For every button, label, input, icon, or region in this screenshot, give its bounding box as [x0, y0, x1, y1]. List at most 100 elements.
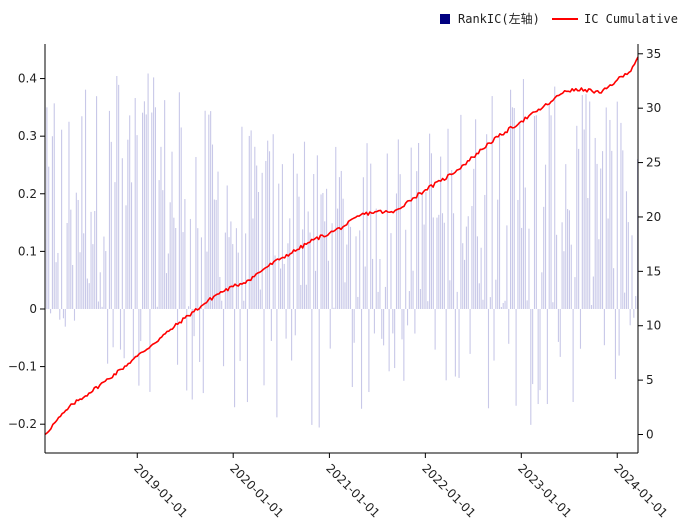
rankic-bar — [421, 192, 423, 309]
rankic-bar — [386, 153, 388, 309]
rankic-bar — [272, 134, 274, 309]
rankic-bar — [508, 308, 510, 344]
rankic-bar — [84, 89, 87, 309]
rankic-bar — [379, 259, 381, 309]
rankic-bar — [377, 291, 379, 309]
rankic-bar — [70, 209, 72, 309]
rankic-bar — [167, 253, 169, 309]
rankic-bar — [589, 101, 591, 309]
rankic-bar — [498, 133, 501, 309]
x-tick-label: 2021-01-01 — [323, 461, 382, 520]
rankic-bar — [445, 308, 447, 381]
legend-swatch-rankic — [440, 14, 450, 24]
rankic-bar — [280, 268, 282, 309]
rankic-bar — [118, 84, 120, 309]
rankic-bar — [510, 89, 512, 309]
rankic-bar — [252, 218, 254, 309]
rankic-bar — [388, 308, 390, 372]
rankic-bar — [598, 239, 600, 309]
rankic-bar — [438, 214, 440, 309]
rankic-bar — [353, 308, 355, 343]
rankic-bar — [360, 308, 363, 409]
rankic-bar — [504, 300, 506, 309]
rankic-bar — [513, 108, 515, 309]
rankic-bar — [215, 199, 217, 309]
rankic-bar — [116, 76, 118, 309]
rankic-bar — [491, 96, 493, 309]
rankic-bar — [281, 164, 283, 309]
rankic-bar — [230, 221, 232, 309]
rankic-bar — [46, 107, 48, 309]
rankic-bar — [348, 221, 350, 309]
rankic-bar — [165, 273, 168, 309]
rankic-bar — [436, 217, 438, 309]
rankic-bar — [322, 192, 324, 309]
rankic-bar — [544, 164, 547, 309]
right-tick-label: 35 — [646, 47, 661, 61]
rankic-bar — [497, 199, 499, 309]
rankic-bar — [138, 308, 140, 386]
right-tick-label: 30 — [646, 101, 661, 115]
rankic-bar — [495, 279, 497, 309]
rankic-bar — [79, 252, 81, 309]
rankic-bar — [590, 305, 593, 309]
rankic-bar — [616, 101, 618, 309]
rankic-bar — [395, 193, 398, 309]
rankic-bar — [539, 308, 541, 391]
rankic-bar — [86, 278, 88, 309]
rankic-bar — [625, 191, 628, 309]
rankic-bar — [68, 121, 70, 309]
rankic-bar — [416, 171, 418, 309]
rankic-bar — [493, 308, 495, 361]
rankic-bar — [397, 139, 399, 309]
rankic-bar — [204, 110, 206, 309]
rankic-bar — [149, 308, 151, 392]
rankic-bar — [526, 300, 528, 309]
rankic-bar — [419, 289, 421, 309]
rankic-bar — [425, 192, 427, 309]
rankic-bar — [75, 192, 77, 309]
left-tick-label: 0.4 — [18, 72, 37, 86]
rankic-bar — [456, 291, 458, 309]
rankic-bar — [454, 308, 456, 377]
rankic-bar — [90, 211, 92, 309]
rankic-bar — [259, 289, 261, 309]
rankic-bar — [200, 237, 202, 309]
rankic-bar — [465, 226, 467, 309]
rankic-bar — [143, 101, 145, 309]
rankic-bar — [169, 202, 171, 309]
rankic-bar — [164, 100, 166, 309]
rankic-bar — [105, 251, 107, 309]
rankic-bar — [189, 218, 191, 309]
rankic-bar — [173, 217, 175, 309]
ic-cumulative-line — [44, 56, 639, 436]
rankic-bar — [427, 301, 429, 309]
rankic-bar — [543, 206, 545, 309]
rankic-bar — [153, 77, 155, 309]
rankic-bar — [475, 119, 477, 309]
rankic-bar — [594, 137, 596, 309]
rankic-bar — [392, 308, 394, 334]
rankic-bar — [136, 135, 138, 309]
left-tick-label: 0.2 — [18, 187, 37, 201]
rankic-bar — [171, 151, 173, 309]
rankic-bar — [195, 157, 197, 309]
rankic-bar — [127, 139, 129, 309]
rankic-bar — [557, 308, 559, 342]
rankic-bar — [572, 308, 574, 402]
rankic-bar — [287, 243, 289, 309]
right-tick-label: 25 — [646, 156, 661, 170]
rankic-bar — [511, 107, 513, 309]
rankic-bar — [522, 79, 524, 309]
rankic-bar — [145, 114, 147, 309]
rankic-bar — [188, 306, 190, 309]
rankic-bar — [381, 308, 383, 339]
rankic-bar — [528, 228, 530, 309]
rankic-bar — [83, 233, 85, 309]
rankic-bar — [197, 228, 199, 309]
rankic-bar — [248, 135, 250, 309]
rankic-bar — [574, 277, 576, 309]
rankic-bar — [447, 128, 449, 309]
x-tick-label: 2024-01-01 — [611, 461, 670, 520]
rankic-bar — [364, 266, 366, 309]
